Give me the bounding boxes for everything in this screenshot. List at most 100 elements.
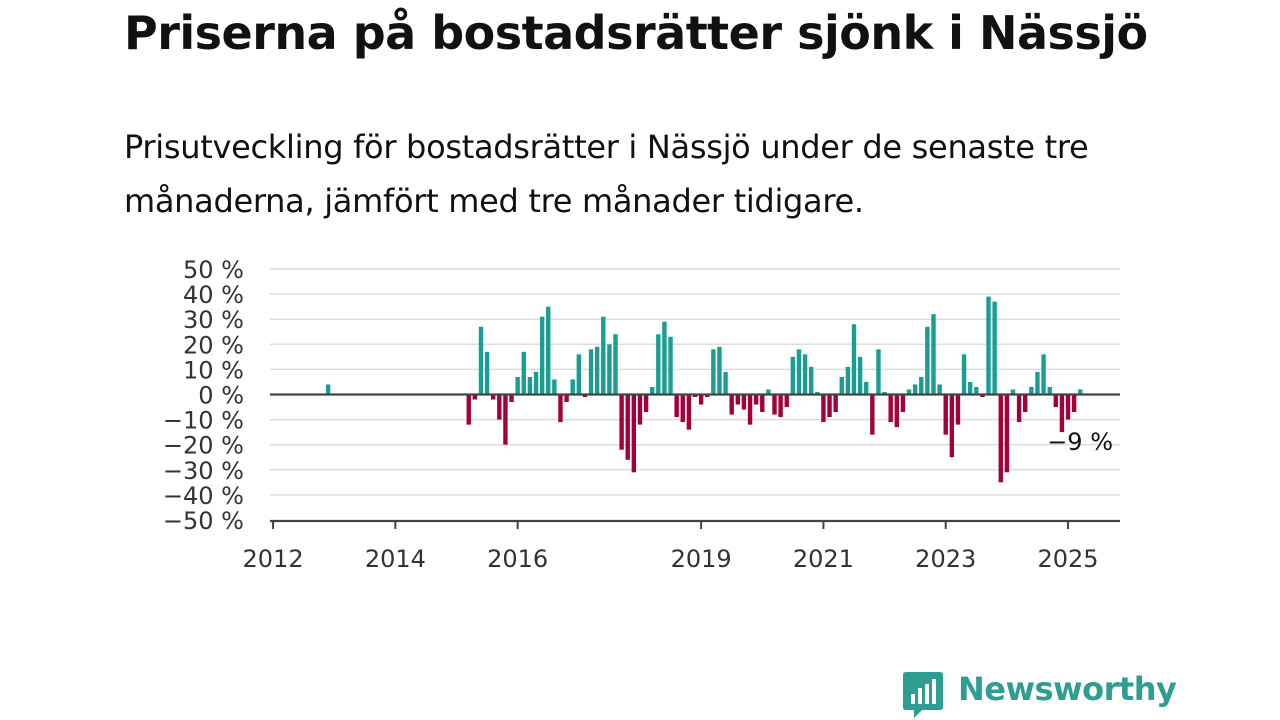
- y-tick-label: 50 %: [183, 256, 244, 284]
- bar: [753, 394, 759, 405]
- bar: [772, 394, 777, 415]
- y-tick-label: −10 %: [163, 407, 244, 435]
- bar: [1047, 386, 1052, 395]
- bar: [643, 394, 649, 413]
- bar: [802, 354, 808, 395]
- bar: [1035, 371, 1040, 395]
- bar: [857, 356, 863, 395]
- x-tick-label: 2021: [793, 545, 854, 573]
- bar: [967, 381, 973, 395]
- bar: [1004, 394, 1010, 473]
- bar: [961, 354, 967, 395]
- bar: [570, 379, 575, 395]
- bar: [576, 354, 582, 395]
- bar: [949, 394, 955, 458]
- bar: [552, 379, 557, 395]
- bar: [998, 394, 1003, 483]
- bar: [698, 394, 704, 405]
- bar: [1010, 389, 1016, 395]
- bar: [723, 371, 728, 395]
- bar: [839, 376, 844, 395]
- y-tick-label: 30 %: [183, 306, 244, 334]
- bar: [931, 314, 936, 395]
- bar: [747, 394, 753, 425]
- bar: [870, 394, 875, 435]
- brand-name: Newsworthy: [958, 670, 1177, 708]
- newsworthy-logo: Newsworthy: [902, 670, 1177, 720]
- bar: [503, 394, 508, 445]
- bar: [466, 394, 471, 425]
- bar: [980, 394, 985, 398]
- y-tick-label: −20 %: [163, 432, 244, 460]
- bar: [833, 394, 838, 413]
- bar: [558, 394, 563, 423]
- bar: [1078, 389, 1083, 395]
- bar: [894, 394, 899, 428]
- bar: [325, 384, 331, 395]
- bar: [472, 394, 478, 400]
- bar: [619, 394, 624, 450]
- bar: [925, 326, 930, 395]
- bar: [601, 316, 606, 395]
- bar: [1016, 394, 1022, 423]
- bar: [533, 371, 539, 395]
- bar: [827, 394, 832, 418]
- x-tick-label: 2016: [487, 545, 548, 573]
- bar: [637, 394, 643, 425]
- bar: [705, 394, 710, 398]
- bar: [778, 394, 783, 418]
- bar: [815, 391, 820, 395]
- bar: [888, 394, 893, 423]
- bar: [808, 366, 814, 395]
- bar: [851, 324, 857, 395]
- bar: [674, 394, 679, 418]
- bar: [527, 376, 533, 395]
- bar: [741, 394, 747, 410]
- bar: [515, 376, 520, 395]
- bar: [864, 381, 869, 395]
- y-tick-label: −50 %: [163, 507, 244, 535]
- y-tick-label: 10 %: [183, 356, 244, 384]
- x-tick-label: 2023: [915, 545, 976, 573]
- bar: [582, 394, 588, 398]
- bar: [662, 321, 667, 395]
- y-tick-label: −30 %: [163, 457, 244, 485]
- bar: [539, 316, 545, 395]
- bar: [686, 394, 692, 430]
- bar: [711, 349, 716, 395]
- bar: [943, 394, 948, 435]
- bar: [588, 349, 594, 395]
- bar: [649, 386, 655, 395]
- bar: [900, 394, 906, 413]
- bar: [613, 334, 618, 395]
- bar: [497, 394, 502, 420]
- bar: [1059, 394, 1065, 433]
- bar: [845, 366, 851, 395]
- bar: [1065, 394, 1071, 420]
- bar: [625, 394, 630, 460]
- last-value-label: −9 %: [1047, 428, 1113, 456]
- chart-title: Priserna på bostadsrätter sjönk i Nässjö: [124, 6, 1148, 60]
- bar: [784, 394, 789, 408]
- bar: [680, 394, 685, 423]
- chart-subtitle: Prisutveckling för bostadsrätter i Nässj…: [124, 128, 1089, 220]
- bar: [912, 384, 918, 395]
- x-tick-label: 2025: [1037, 545, 1098, 573]
- bar: [735, 394, 741, 405]
- gridlines: [270, 268, 1120, 496]
- bar: [876, 349, 881, 395]
- bar: [1053, 394, 1058, 408]
- bar: [790, 356, 796, 395]
- bar: [974, 386, 979, 395]
- bar: [1041, 354, 1046, 395]
- bar: [717, 346, 722, 395]
- bar: [478, 326, 484, 395]
- x-tick-label: 2019: [671, 545, 732, 573]
- bar-chart-speech-bubble-icon: [903, 672, 943, 718]
- bar: [1023, 394, 1028, 413]
- bar: [564, 394, 569, 403]
- bar: [1071, 394, 1077, 413]
- bar: [955, 394, 961, 425]
- bar: [546, 306, 551, 395]
- bar: [594, 346, 600, 395]
